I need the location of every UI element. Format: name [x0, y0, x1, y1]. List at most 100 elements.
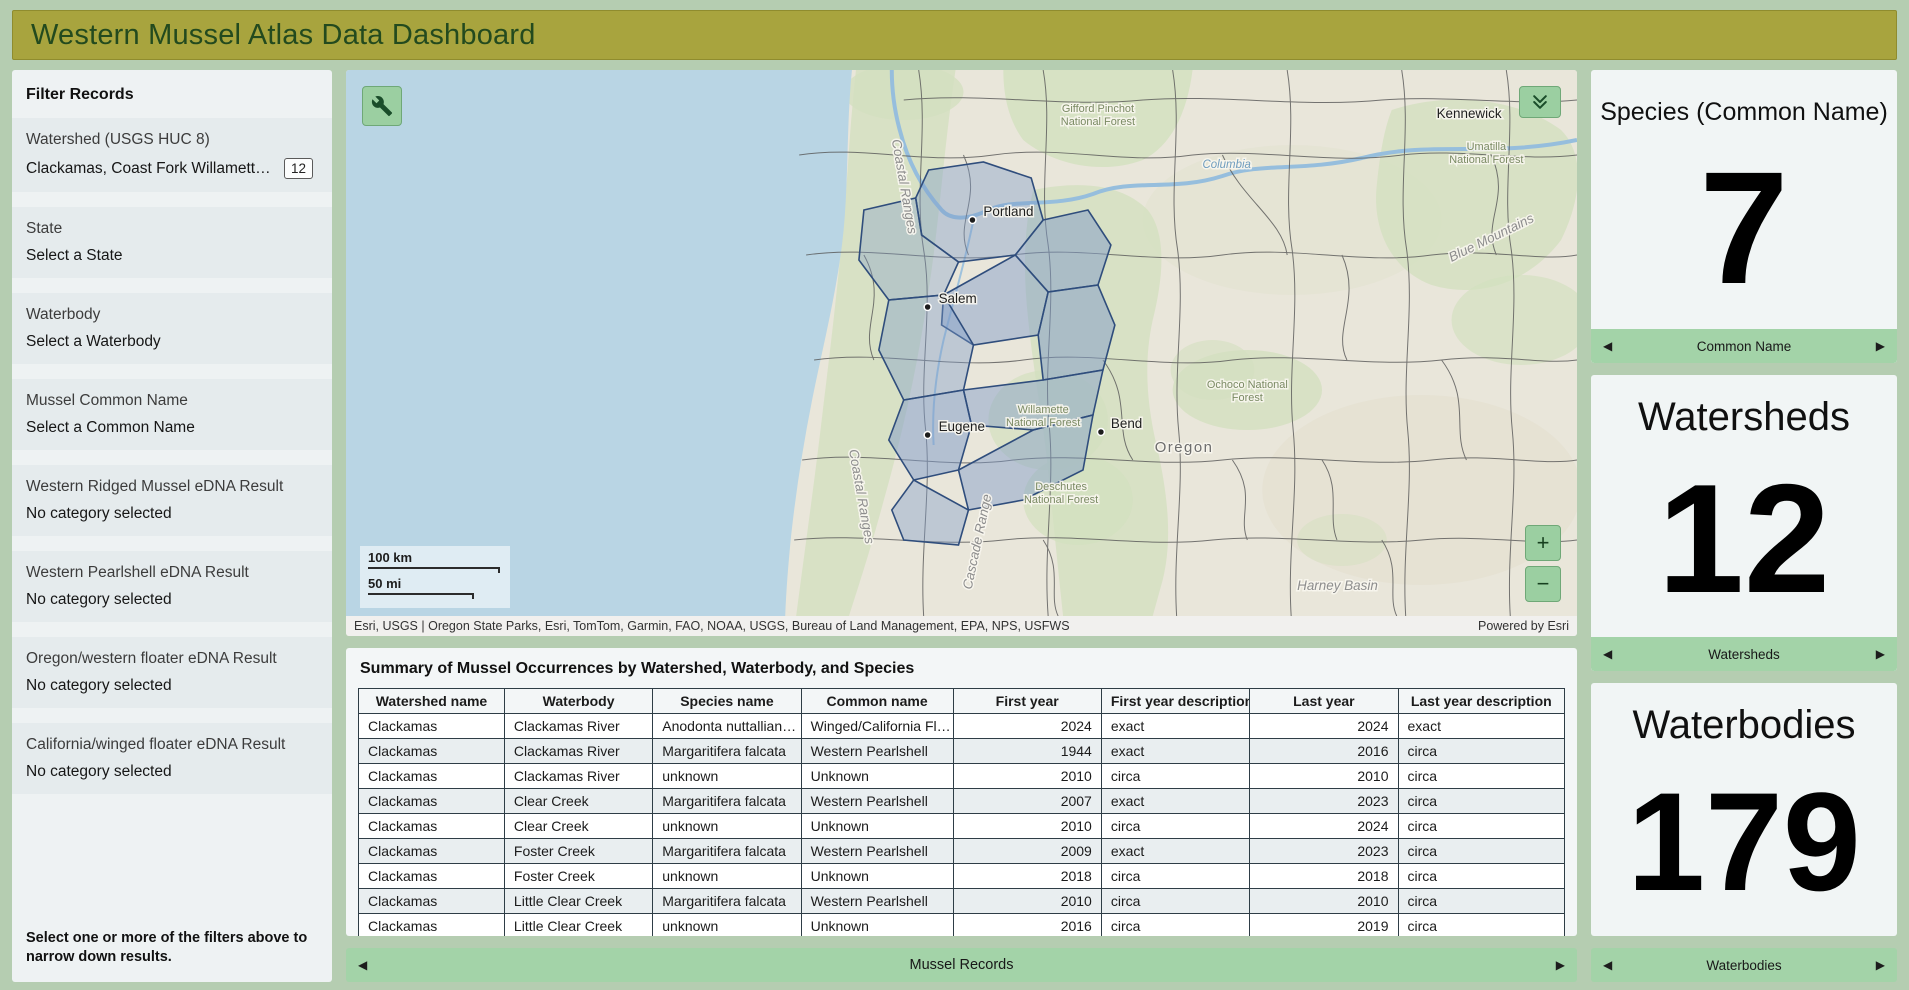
cell: circa — [1397, 763, 1565, 789]
col-first-year: First year — [952, 688, 1102, 714]
filter-waterbody[interactable]: Waterbody Select a Waterbody — [12, 293, 332, 364]
filter-label: California/winged floater eDNA Result — [26, 736, 286, 753]
next-arrow-icon[interactable]: ▶ — [1875, 647, 1885, 661]
map-label-umatilla-2: National Forest — [1449, 154, 1523, 166]
filter-california-floater-edna[interactable]: California/winged floater eDNA Result No… — [12, 723, 332, 794]
cell: Clackamas River — [503, 763, 654, 789]
map-label-oregon: Oregon — [1155, 439, 1214, 456]
table-row[interactable]: Clackamas Clackamas River Anodonta nuttall… — [358, 713, 1565, 739]
cell: Clackamas — [358, 813, 505, 839]
chevron-double-down-icon — [1533, 95, 1547, 109]
next-arrow-icon[interactable]: ▶ — [1875, 339, 1885, 353]
scalebar-km-line — [368, 567, 500, 573]
map-forest-areas — [796, 70, 1577, 616]
cell: 2023 — [1249, 788, 1399, 814]
cell: 2007 — [952, 788, 1102, 814]
filter-value: Clackamas, Coast Fork Willamette… — [26, 159, 276, 177]
table-panel: Summary of Mussel Occurrences by Watersh… — [346, 648, 1577, 936]
cell: 2019 — [1249, 913, 1399, 936]
table-row[interactable]: Clackamas Clear Creek Margaritifera falcat… — [358, 788, 1565, 814]
cell: exact — [1100, 838, 1251, 864]
filter-western-pearlshell-edna[interactable]: Western Pearlshell eDNA Result No catego… — [12, 551, 332, 622]
filter-value: No category selected — [26, 677, 172, 694]
table-scroll-area[interactable]: Watershed name Waterbody Species name Co… — [358, 688, 1565, 936]
cell: 2010 — [1249, 763, 1399, 789]
table-row[interactable]: Clackamas Clackamas River unknown Unknown 20… — [358, 763, 1565, 789]
table-row[interactable]: Clackamas Clackamas River Margaritifera fa… — [358, 738, 1565, 764]
filter-label: Western Ridged Mussel eDNA Result — [26, 478, 284, 495]
map-ocean — [346, 70, 852, 616]
filter-label: Mussel Common Name — [26, 392, 188, 409]
cell: circa — [1397, 913, 1565, 936]
map-selected-watersheds[interactable] — [858, 161, 1116, 546]
cell: circa — [1100, 913, 1251, 936]
cell: Clear Creek — [503, 788, 654, 814]
next-page-icon[interactable]: ▶ — [1555, 958, 1565, 972]
table-row[interactable]: Clackamas Little Clear Creek Margaritifera… — [358, 888, 1565, 914]
filter-western-ridged-edna[interactable]: Western Ridged Mussel eDNA Result No cat… — [12, 465, 332, 536]
map-label-ochoco-1: Ochoco National — [1207, 379, 1288, 391]
prev-arrow-icon[interactable]: ◀ — [1603, 958, 1613, 972]
cell: Margaritifera falcata — [652, 788, 802, 814]
filter-panel-title: Filter Records — [26, 86, 134, 103]
filter-value: No category selected — [26, 591, 172, 608]
prev-arrow-icon[interactable]: ◀ — [1603, 647, 1613, 661]
cell: 2023 — [1249, 838, 1399, 864]
cell: Clackamas River — [503, 738, 654, 764]
zoom-in-icon: + — [1536, 530, 1550, 555]
table-row[interactable]: Clackamas Foster Creek Margaritifera falca… — [358, 838, 1565, 864]
stat-card-species: Species (Common Name) 7 ◀ Common Name ▶ — [1591, 70, 1897, 363]
table-row[interactable]: Clackamas Foster Creek unknown Unknown 2018 c… — [358, 863, 1565, 889]
cell: Unknown — [800, 813, 954, 839]
col-last-year: Last year — [1249, 688, 1399, 714]
table-row[interactable]: Clackamas Little Clear Creek unknown Unknow… — [358, 913, 1565, 936]
cell: 2010 — [952, 763, 1102, 789]
cell: Foster Creek — [503, 863, 654, 889]
next-arrow-icon[interactable]: ▶ — [1875, 958, 1885, 972]
map-canvas[interactable]: Kennewick Gifford Pinchot National Fores… — [346, 70, 1577, 616]
cell: Clackamas — [358, 788, 505, 814]
filter-common-name[interactable]: Mussel Common Name Select a Common Name — [12, 379, 332, 450]
map-label-ochoco-2: Forest — [1232, 392, 1263, 404]
cell: circa — [1397, 813, 1565, 839]
zoom-in-button[interactable]: + — [1525, 525, 1561, 561]
prev-page-icon[interactable]: ◀ — [358, 958, 368, 972]
cell: Unknown — [800, 763, 954, 789]
filter-label: State — [26, 220, 63, 237]
cell: circa — [1397, 788, 1565, 814]
header-bar: Western Mussel Atlas Data Dashboard — [12, 10, 1897, 60]
table-row[interactable]: Clackamas Clear Creek unknown Unknown 2010 ci… — [358, 813, 1565, 839]
cell: exact — [1100, 713, 1251, 739]
map-attribution-text: Esri, USGS | Oregon State Parks, Esri, T… — [354, 619, 1070, 633]
map-label-gifford-1: Gifford Pinchot — [1062, 103, 1134, 115]
map-collapse-button[interactable] — [1519, 86, 1561, 118]
col-last-year-desc: Last year description — [1397, 688, 1565, 714]
cell: circa — [1100, 813, 1251, 839]
cell: Clackamas — [358, 913, 505, 936]
map-label-willamette-2: National Forest — [1006, 417, 1080, 429]
cell: circa — [1100, 863, 1251, 889]
stat-title: Watersheds — [1638, 395, 1850, 439]
cell: circa — [1397, 838, 1565, 864]
zoom-out-button[interactable]: − — [1525, 566, 1561, 602]
stat-footer-label: Waterbodies — [1706, 957, 1782, 973]
scalebar-mi-line — [368, 593, 474, 599]
map-city-dots — [923, 215, 1106, 440]
prev-arrow-icon[interactable]: ◀ — [1603, 339, 1613, 353]
cell: 2016 — [952, 913, 1102, 936]
stat-card-watersheds: Watersheds 12 ◀ Watersheds ▶ — [1591, 375, 1897, 671]
table-title: Summary of Mussel Occurrences by Watersh… — [360, 660, 915, 677]
map-label-harney-basin: Harney Basin — [1297, 578, 1378, 593]
cell: Western Pearlshell — [800, 738, 954, 764]
map-tools-button[interactable] — [362, 86, 402, 126]
filter-watershed[interactable]: Watershed (USGS HUC 8) Clackamas, Coast … — [12, 118, 332, 192]
filter-oregon-floater-edna[interactable]: Oregon/western floater eDNA Result No ca… — [12, 637, 332, 708]
cell: circa — [1397, 738, 1565, 764]
cell: 1944 — [952, 738, 1102, 764]
map-label-bend: Bend — [1111, 416, 1142, 431]
cell: exact — [1100, 738, 1251, 764]
cell: Anodonta nuttallian… — [652, 713, 802, 739]
stat-footer-label: Watersheds — [1708, 646, 1780, 662]
stat-footer: ◀ Watersheds ▶ — [1591, 637, 1897, 671]
filter-state[interactable]: State Select a State — [12, 207, 332, 278]
